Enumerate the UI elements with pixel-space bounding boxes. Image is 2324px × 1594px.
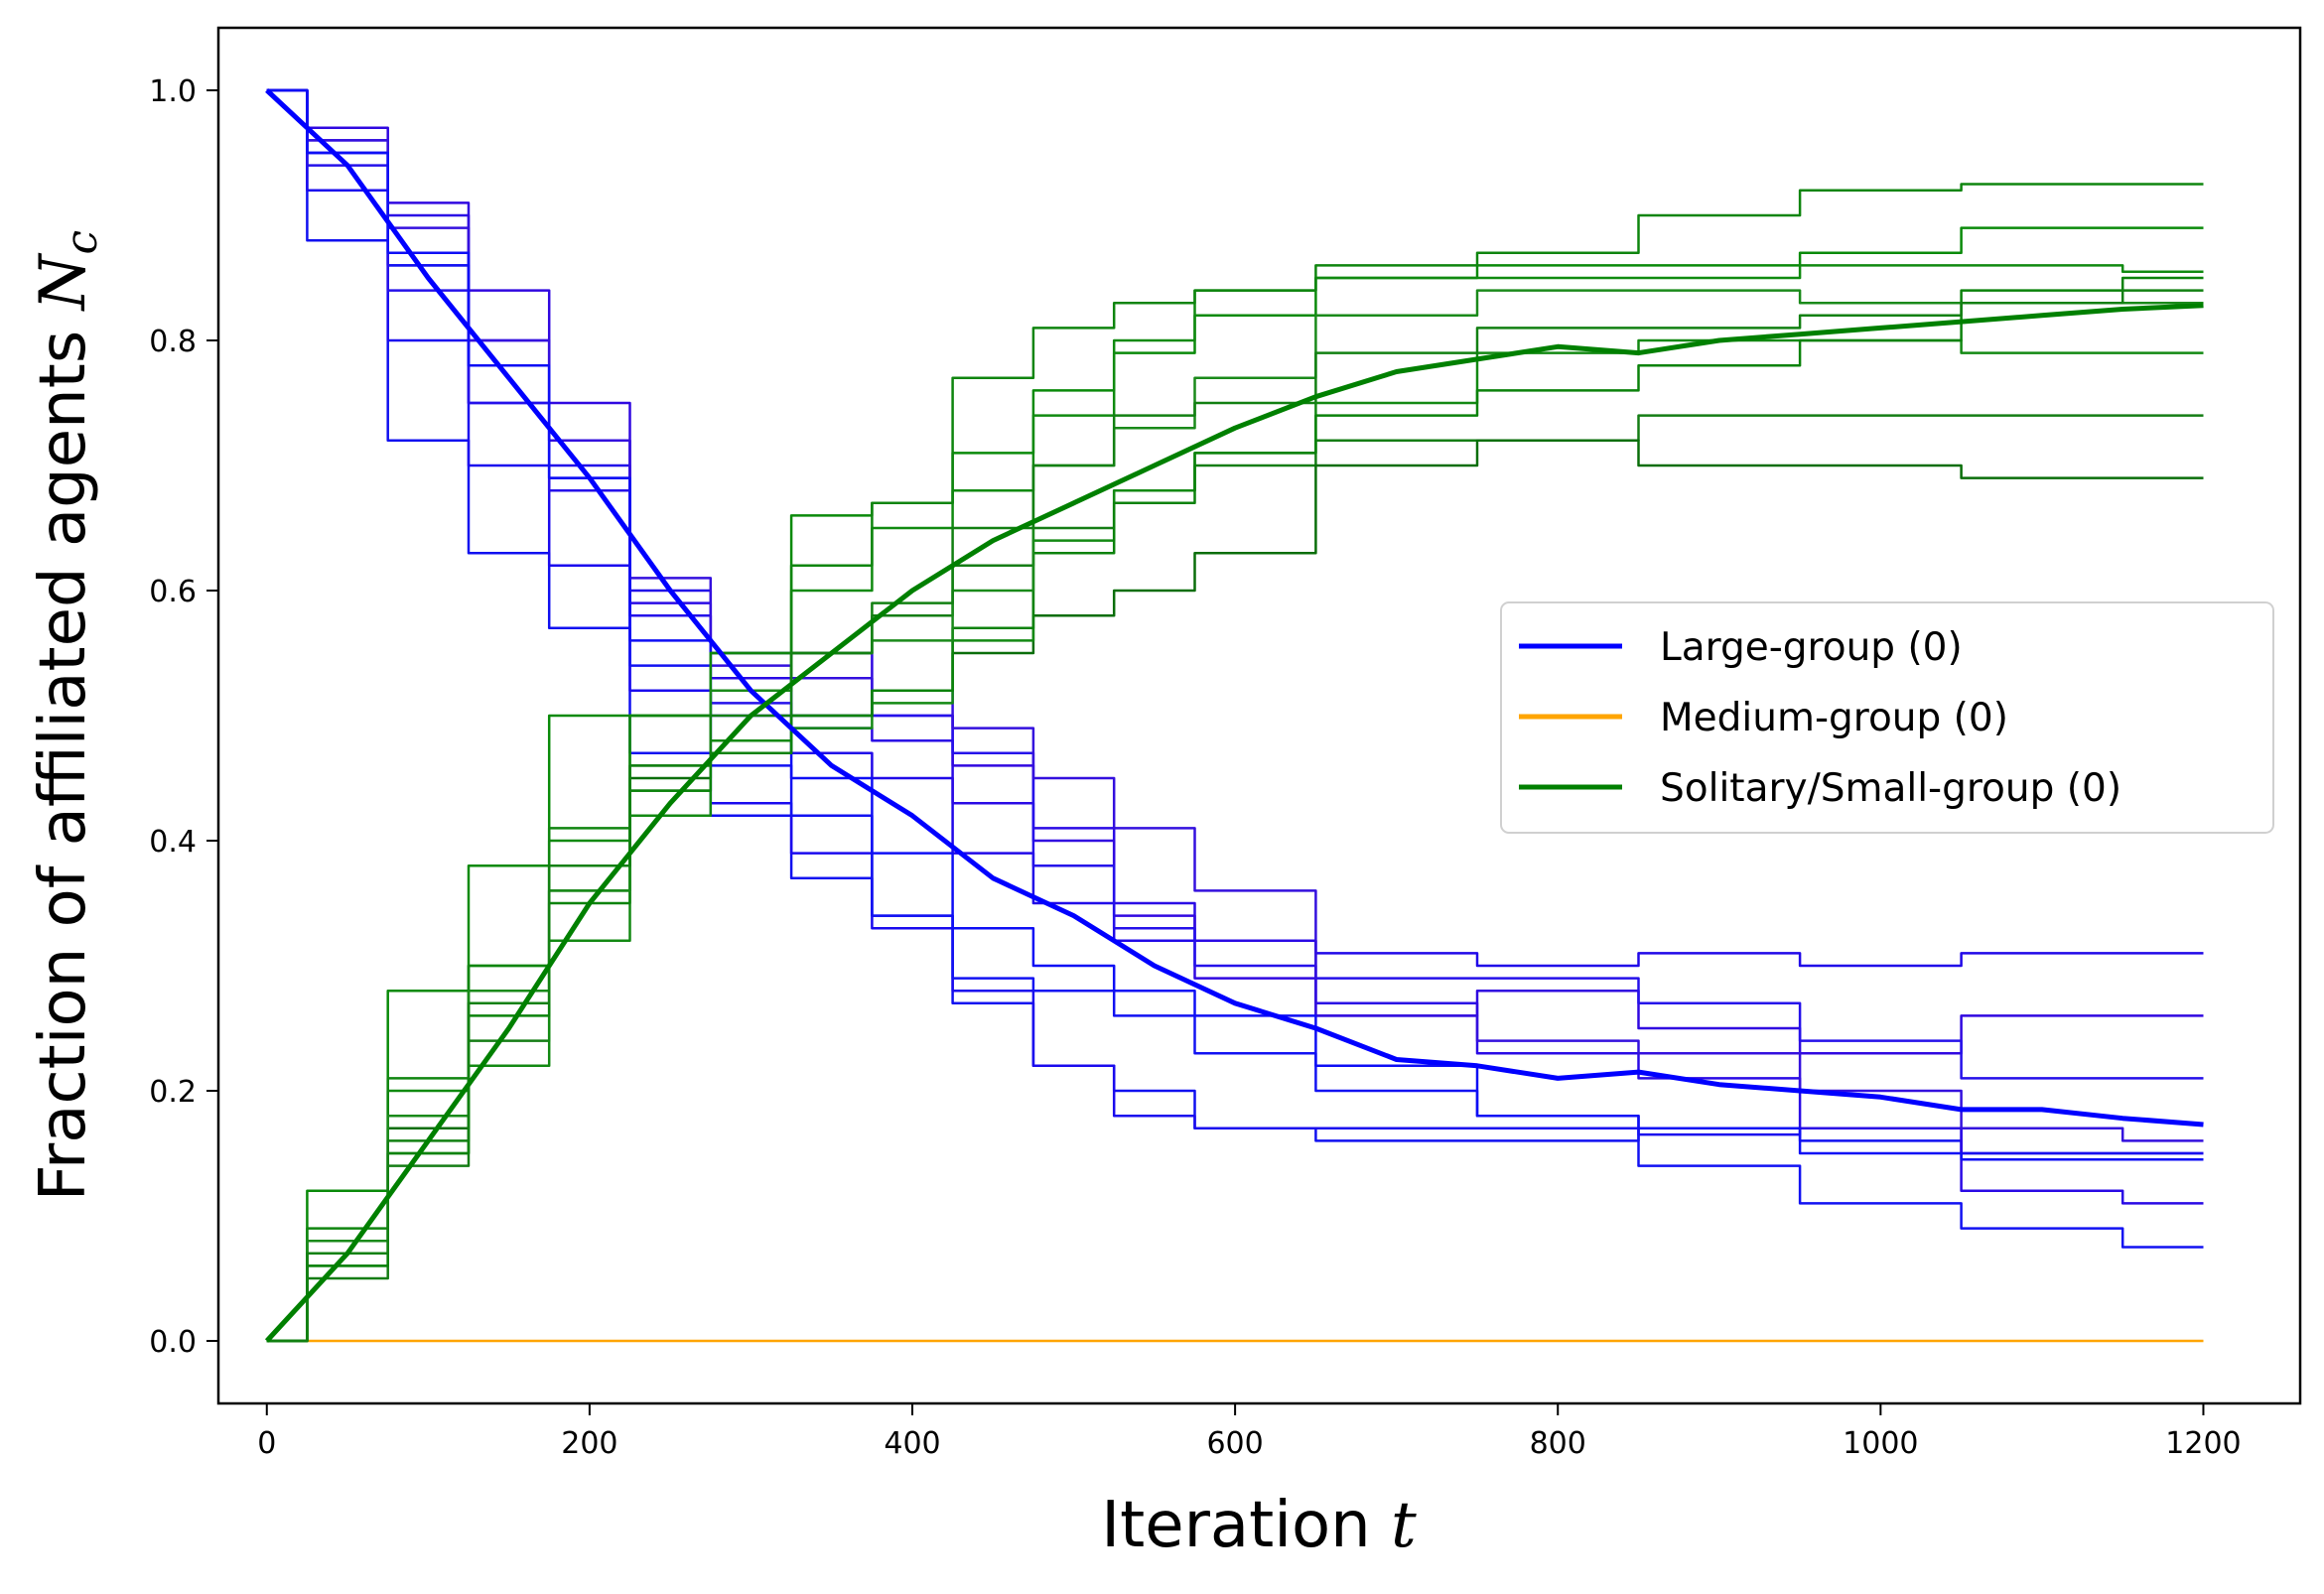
series-line-small-run-10 — [266, 226, 2204, 1343]
y-axis-title-text: Fraction of affiliated agents — [27, 331, 100, 1201]
legend-label-large-group: Large-group (0) — [1660, 625, 1963, 670]
series-line-large-run-8 — [266, 88, 2204, 1161]
x-tick-label: 0 — [257, 1426, 276, 1461]
x-tick-label: 1000 — [1843, 1426, 1918, 1461]
y-axis-variable: N — [27, 252, 100, 312]
y-tick-label: 0.0 — [149, 1325, 197, 1360]
y-axis-title: Fraction of affiliated agents Nc — [27, 230, 107, 1201]
series-layer — [264, 88, 2204, 1343]
series-line-large-run-7 — [266, 88, 2204, 1142]
x-axis-title: Iteration t — [1101, 1489, 1417, 1562]
x-tick-label: 400 — [884, 1426, 940, 1461]
x-axis-ticks: 0 200 400 600 800 1000 1200 — [257, 1403, 2242, 1461]
y-tick-label: 0.2 — [149, 1075, 197, 1110]
y-tick-label: 0.8 — [149, 325, 197, 359]
series-line-large-run-4 — [266, 88, 2204, 1055]
legend-label-medium-group: Medium-group (0) — [1660, 696, 2008, 740]
plot-frame — [216, 26, 2302, 1405]
x-axis-variable: t — [1391, 1489, 1417, 1562]
series-line-small-run-17 — [266, 289, 2204, 1343]
x-tick-label: 800 — [1530, 1426, 1586, 1461]
series-line-small-run-18 — [266, 289, 2204, 1343]
legend: Large-group (0) Medium-group (0) Solitar… — [1500, 601, 2274, 834]
y-tick-label: 1.0 — [149, 74, 197, 109]
x-tick-label: 200 — [561, 1426, 617, 1461]
y-axis-ticks: 0.0 0.2 0.4 0.6 0.8 1.0 — [149, 74, 218, 1360]
x-tick-label: 600 — [1206, 1426, 1263, 1461]
y-tick-label: 0.6 — [149, 575, 197, 609]
series-line-small-run-16 — [266, 183, 2204, 1343]
x-axis-title-text: Iteration — [1101, 1489, 1370, 1562]
legend-box — [1500, 601, 2274, 834]
series-line-small-mean-1 — [264, 303, 2204, 1343]
legend-label-small-group: Solitary/Small-group (0) — [1660, 766, 2121, 811]
y-tick-label: 0.4 — [149, 825, 197, 860]
series-line-large-mean-0 — [265, 88, 2204, 1128]
y-axis-variable-subscript: c — [57, 230, 107, 255]
x-tick-label: 1200 — [2165, 1426, 2241, 1461]
series-line-small-run-15 — [266, 276, 2204, 1343]
series-line-large-run-6 — [266, 88, 2204, 1080]
